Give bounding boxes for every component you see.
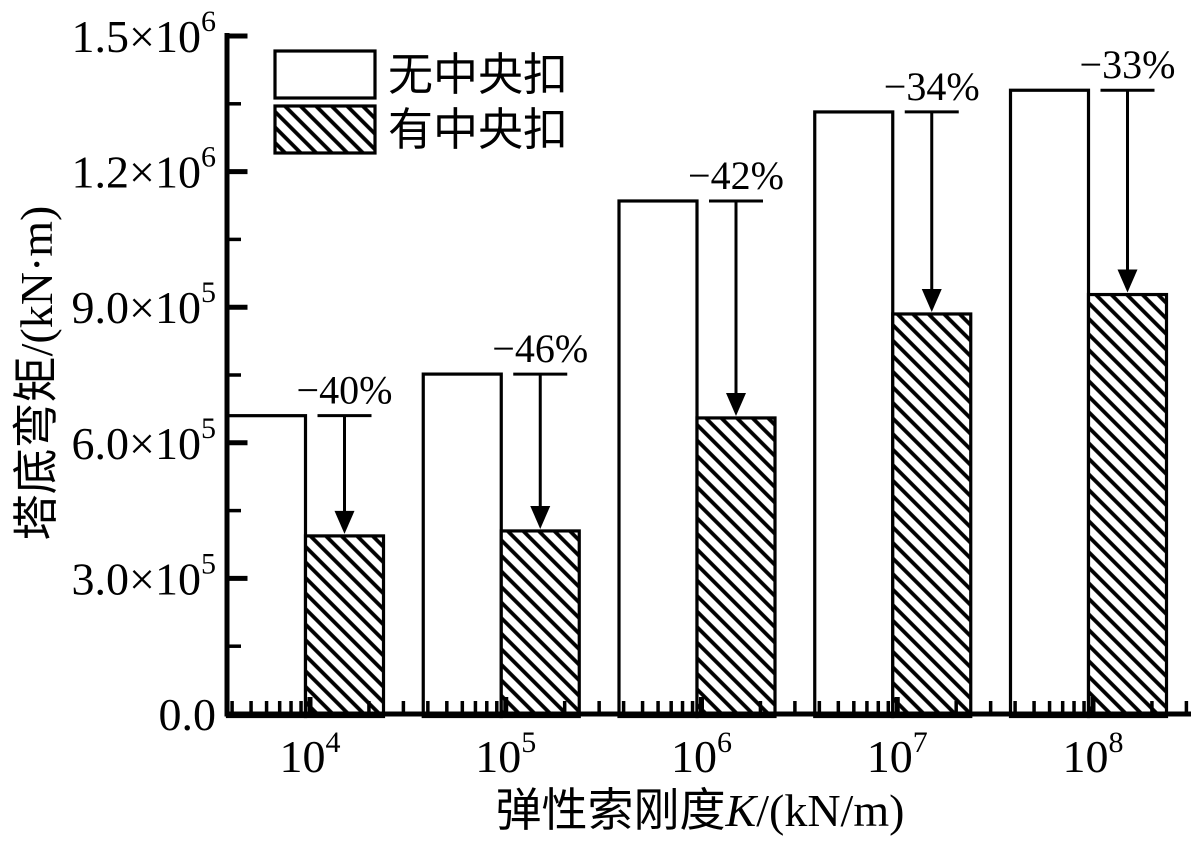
reduction-annotation-group-1: −40% bbox=[297, 368, 393, 534]
annotation-label: −33% bbox=[1080, 42, 1176, 87]
annotation-arrowhead-icon bbox=[334, 510, 355, 534]
reduction-annotation-group-3: −42% bbox=[688, 153, 784, 416]
bar-hatched-group-1 bbox=[303, 534, 386, 719]
bar-open-group-1 bbox=[225, 414, 308, 719]
reduction-annotation-group-4: −34% bbox=[884, 64, 980, 312]
bar-open-group-5 bbox=[1008, 88, 1091, 719]
annotation-label: −34% bbox=[884, 64, 980, 109]
y-tick-label: 6.0×105 bbox=[72, 412, 216, 469]
y-tick-label: 1.2×106 bbox=[72, 141, 216, 198]
annotation-label: −42% bbox=[688, 153, 784, 198]
legend-swatch-open bbox=[273, 49, 377, 100]
y-tick-label: 9.0×105 bbox=[72, 276, 216, 333]
x-axis-title: 弹性索刚度K/(kN/m) bbox=[496, 785, 905, 836]
bar-hatched-group-3 bbox=[695, 416, 777, 719]
x-tick-label: 106 bbox=[671, 726, 732, 782]
bar-open-group-4 bbox=[813, 110, 895, 719]
annotation-arrowhead-icon bbox=[921, 288, 942, 312]
annotation-arrowhead-icon bbox=[530, 505, 551, 529]
legend-swatch-hatched bbox=[273, 104, 377, 155]
legend-label-open: 无中央扣 bbox=[388, 50, 568, 100]
reduction-annotation-group-2: −46% bbox=[492, 326, 588, 529]
bar-hatched-group-4 bbox=[891, 312, 973, 719]
x-tick-label: 105 bbox=[475, 726, 536, 782]
bar-open-group-2 bbox=[421, 372, 503, 719]
y-axis-title: 塔底弯矩/(kN·m) bbox=[11, 206, 62, 541]
bar-hatched-group-5 bbox=[1086, 292, 1169, 719]
annotation-arrowhead-icon bbox=[726, 392, 746, 416]
x-tick-label: 108 bbox=[1063, 726, 1124, 782]
reduction-annotation-group-5: −33% bbox=[1080, 42, 1176, 293]
annotation-arrowhead-icon bbox=[1117, 269, 1138, 293]
legend-label-hatched: 有中央扣 bbox=[388, 105, 568, 155]
x-tick-label: 107 bbox=[867, 726, 928, 782]
y-tick-label: 3.0×105 bbox=[72, 547, 216, 604]
x-tick-label: 104 bbox=[280, 726, 341, 782]
y-tick-label: 0.0 bbox=[159, 689, 217, 740]
annotation-label: −40% bbox=[297, 368, 393, 413]
annotation-label: −46% bbox=[492, 326, 588, 371]
bar-hatched-group-2 bbox=[499, 529, 581, 719]
bar-open-group-3 bbox=[617, 199, 699, 719]
y-tick-label: 1.5×106 bbox=[72, 5, 216, 62]
